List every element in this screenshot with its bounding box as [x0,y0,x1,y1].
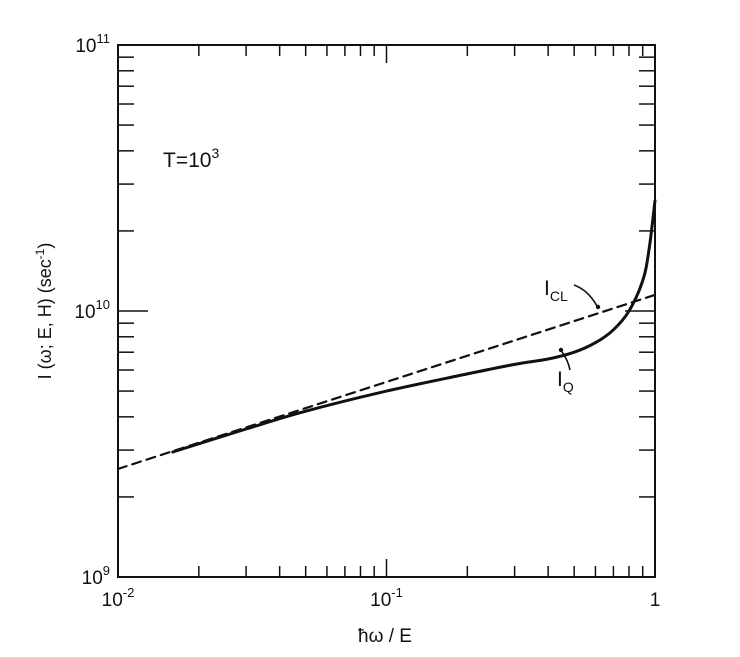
x-tick-label: 10-1 [370,585,403,611]
y-tick-label: 1010 [74,297,110,323]
series-group [116,199,657,470]
arrow-tip [595,304,601,310]
y-tick-label: 109 [82,563,110,589]
series-label-quantum: IQ [557,368,574,395]
x-tick-label: 10-2 [102,585,135,611]
tick-labels: 10-2 10-1 1 109 1010 1011 [74,31,660,611]
series-labels: ICL IQ [544,277,601,395]
series-label-arrow [573,284,598,307]
axis-ticks [117,45,655,578]
series-label-arrow [561,351,571,371]
y-tick-label: 1011 [75,31,110,57]
series-line-quantum [171,199,657,454]
plot-frame [117,44,656,578]
x-axis-label: ħω / E [358,626,412,647]
series-label-classical: ICL [544,277,568,304]
annotation-temperature: T=103 [163,145,219,172]
x-tick-label: 1 [650,590,661,611]
y-axis-label: I (ω; E, H) (sec-1) [33,243,55,380]
arrow-tip [558,347,564,353]
